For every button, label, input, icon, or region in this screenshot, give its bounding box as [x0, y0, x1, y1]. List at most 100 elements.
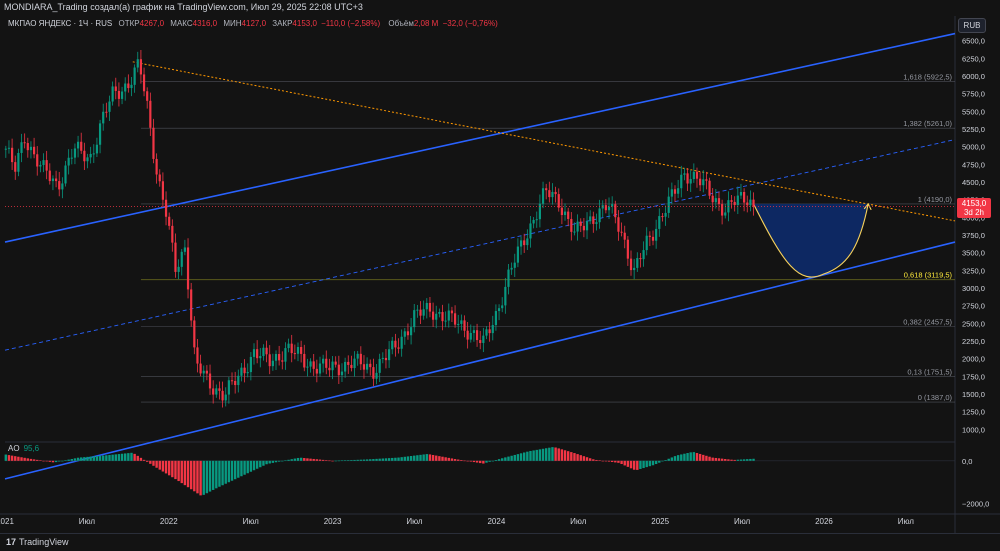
last-price-tag: 4153,0 3d 2h	[957, 198, 991, 218]
candle-up	[403, 331, 406, 337]
candle-down	[419, 309, 422, 316]
ao-value: 95,6	[23, 444, 40, 453]
ao-bar	[664, 460, 667, 461]
ao-bar	[479, 460, 482, 464]
ao-tick-label: −2000,0	[962, 499, 989, 508]
ao-bar	[164, 460, 168, 474]
ao-bar	[560, 449, 564, 461]
ao-bar	[416, 455, 419, 461]
candle-up	[667, 196, 670, 213]
candle-down	[212, 388, 215, 395]
candle-up	[259, 356, 262, 359]
ao-bar	[488, 460, 491, 462]
candle-up	[67, 157, 70, 166]
ao-bar	[475, 460, 479, 463]
candle-up	[92, 153, 95, 155]
candle-up	[356, 353, 359, 359]
ohlc-legend: МКПАО ЯНДЕКС · 1Ч · RUS ОТКР4267,0 МАКС4…	[8, 19, 500, 28]
ao-bar	[482, 460, 485, 464]
ao-bar	[98, 455, 102, 461]
ao-bar	[711, 457, 714, 461]
ao-bar	[752, 458, 755, 461]
tradingview-logo[interactable]: 17 TradingView	[6, 537, 69, 547]
ao-bar	[623, 460, 626, 466]
ao-bar	[20, 457, 23, 461]
price-tick-label: 2500,0	[962, 319, 985, 328]
candle-down	[171, 225, 174, 243]
candle-up	[680, 174, 683, 189]
ao-bar	[108, 454, 111, 461]
candle-up	[438, 312, 441, 314]
candle-up	[444, 320, 447, 322]
candle-up	[563, 211, 567, 216]
candle-down	[58, 181, 61, 190]
ao-bar	[692, 452, 696, 461]
candle-down	[337, 364, 340, 376]
symbol-name[interactable]: МКПАО ЯНДЕКС · 1Ч · RUS	[8, 19, 113, 28]
ao-bar	[444, 457, 447, 461]
candle-down	[281, 360, 284, 362]
ao-bar	[359, 459, 363, 461]
ao-bar	[167, 460, 171, 476]
ao-bar	[218, 460, 221, 487]
ao-bar	[227, 460, 231, 483]
ao-bar	[117, 454, 121, 461]
ao-bar	[526, 451, 529, 461]
price-tick-label: 1500,0	[962, 390, 985, 399]
ao-bar	[576, 454, 579, 461]
ao-bar	[532, 450, 535, 461]
ao-bar	[89, 456, 92, 461]
ao-bar	[337, 460, 341, 462]
ao-bar	[387, 458, 391, 461]
candle-down	[743, 191, 746, 203]
ao-bar	[497, 459, 501, 461]
currency-button[interactable]: RUB	[958, 18, 986, 33]
ao-bar	[535, 449, 538, 461]
chart-caption: MONDIARA_Trading создал(а) график на Tra…	[4, 2, 363, 12]
ao-bar	[733, 459, 736, 461]
high-label: МАКС	[170, 19, 193, 28]
ao-bar	[356, 459, 359, 461]
candle-up	[4, 148, 7, 150]
fib-level-label: 0 (1387,0)	[918, 393, 953, 402]
ao-bar	[10, 455, 14, 461]
ao-bar	[105, 455, 108, 461]
ao-bar	[516, 454, 520, 461]
ao-name[interactable]: AO	[8, 444, 20, 453]
ao-bar	[114, 454, 117, 461]
candle-up	[322, 358, 325, 364]
brand-name: TradingView	[19, 537, 69, 547]
candle-up	[692, 171, 695, 180]
candle-up	[227, 380, 230, 395]
candle-up	[689, 179, 692, 184]
ao-bar	[714, 457, 718, 461]
ao-bar	[290, 459, 293, 461]
ao-bar	[428, 454, 432, 461]
candle-down	[174, 242, 177, 272]
candle-down	[149, 100, 152, 128]
candle-down	[350, 364, 353, 369]
candle-up	[388, 349, 391, 361]
price-tick-label: 3250,0	[962, 266, 985, 275]
candle-down	[205, 370, 208, 374]
price-tick-label: 4750,0	[962, 160, 985, 169]
ao-bar	[299, 457, 303, 461]
candle-up	[202, 370, 205, 374]
candle-down	[639, 258, 642, 260]
ao-bar	[365, 459, 369, 461]
ao-bar	[746, 459, 749, 461]
candle-up	[494, 311, 498, 326]
ao-bar	[372, 459, 375, 461]
candle-up	[306, 366, 309, 368]
ao-bar	[391, 457, 394, 461]
ao-bar	[397, 457, 400, 461]
candle-down	[369, 363, 372, 368]
candle-down	[620, 231, 623, 233]
channel-upper-line	[4, 32, 956, 243]
candle-up	[224, 394, 227, 401]
ao-bar	[4, 454, 8, 461]
ao-bar	[702, 454, 705, 461]
candle-up	[633, 267, 636, 271]
candle-up	[664, 212, 667, 217]
